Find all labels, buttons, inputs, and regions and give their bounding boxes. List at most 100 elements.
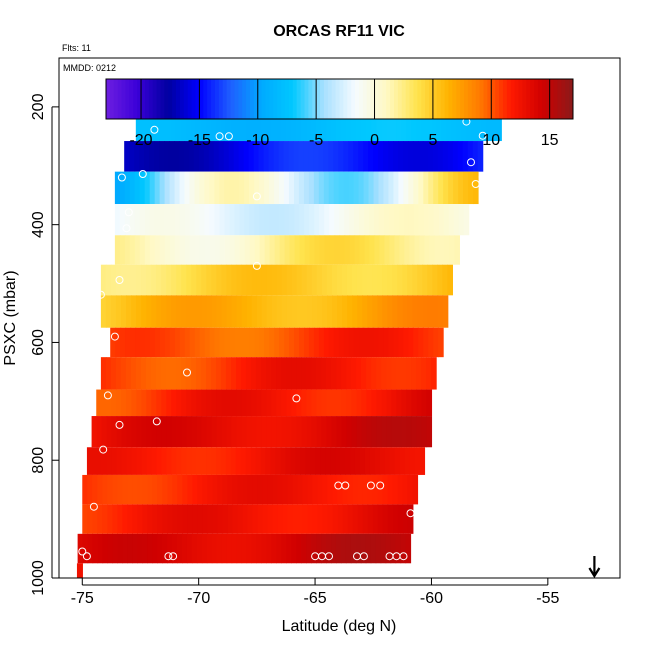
heat-cell: [216, 533, 223, 564]
heat-cell: [151, 264, 157, 296]
heat-cell: [385, 533, 392, 564]
heat-cell: [358, 141, 364, 172]
heat-cell: [96, 389, 102, 417]
heat-cell: [82, 504, 88, 534]
heat-cell: [393, 327, 399, 358]
heat-cell: [291, 357, 297, 390]
heat-cell: [152, 474, 158, 505]
heat-cell: [116, 416, 123, 448]
heat-cell: [284, 171, 290, 205]
heat-cell: [190, 109, 197, 142]
heat-cell: [224, 327, 231, 358]
heat-cell: [120, 357, 127, 390]
colorbar-segment: [133, 79, 138, 119]
heat-cell: [340, 447, 346, 475]
heat-cell: [365, 533, 372, 564]
heat-cell: [215, 447, 222, 475]
heat-cell: [206, 533, 213, 564]
heat-cell: [259, 327, 265, 358]
heat-cell: [426, 416, 433, 448]
heat-cell: [299, 204, 305, 236]
heat-cell: [259, 235, 266, 265]
heat-cell: [209, 171, 215, 205]
heat-cell: [364, 204, 370, 236]
heat-cell: [414, 447, 421, 475]
heat-cell: [276, 109, 282, 142]
heat-cell: [244, 235, 251, 265]
heat-cell: [100, 357, 107, 390]
heat-cell: [211, 295, 218, 328]
heat-cell: [156, 416, 163, 448]
heat-cell: [378, 141, 384, 172]
heat-cell: [130, 327, 136, 358]
heat-cell: [360, 533, 367, 564]
colorbar-segment: [569, 79, 574, 119]
heat-cell: [134, 204, 141, 236]
heat-cell: [110, 357, 117, 390]
heat-cell: [287, 474, 293, 505]
heat-cell: [264, 327, 270, 358]
heat-cell: [131, 264, 137, 296]
heat-cell: [291, 389, 297, 417]
colorbar-segment: [152, 79, 158, 119]
heat-cell: [139, 235, 146, 265]
heat-cell: [419, 235, 426, 265]
heat-cell: [397, 295, 404, 328]
heat-cell: [196, 533, 203, 564]
heat-cell: [325, 447, 331, 475]
heat-cell: [326, 416, 333, 448]
heat-cell: [307, 504, 314, 534]
heat-cell: [162, 533, 168, 564]
heat-cell: [280, 447, 287, 475]
heat-cell: [276, 264, 283, 296]
heat-cell: [416, 357, 422, 390]
colorbar-segment: [479, 79, 484, 119]
heat-cell: [241, 416, 248, 448]
heat-cell: [356, 264, 363, 296]
heat-cell: [228, 141, 235, 172]
heat-cell: [269, 327, 275, 358]
heat-cell: [219, 171, 225, 205]
heat-cell: [449, 235, 455, 265]
heat-cell: [367, 504, 374, 534]
heat-cell: [167, 533, 173, 564]
heat-cell: [322, 504, 329, 534]
heat-cell: [336, 416, 343, 448]
heat-cell: [346, 389, 352, 417]
heat-cell: [432, 141, 439, 172]
heat-cell: [117, 504, 123, 534]
colorbar-segment: [327, 79, 333, 119]
heat-cell: [408, 171, 414, 205]
heat-cell: [159, 141, 165, 172]
heat-cell: [255, 357, 262, 390]
heat-cell: [222, 504, 229, 534]
heat-cell: [211, 533, 218, 564]
heat-cell: [201, 389, 207, 417]
heat-cell: [250, 357, 257, 390]
heat-cell: [336, 264, 343, 296]
heat-cell: [496, 109, 502, 142]
heat-cell: [187, 474, 193, 505]
data-point: [215, 132, 224, 141]
heat-cell: [149, 235, 156, 265]
heat-cell: [187, 504, 194, 534]
heat-cell: [82, 474, 88, 505]
heat-cell: [181, 295, 187, 328]
colorbar-segment: [444, 79, 449, 119]
heat-cell: [271, 389, 277, 417]
heat-cell: [201, 416, 208, 448]
heat-cell: [201, 264, 207, 296]
heat-cell: [353, 171, 360, 205]
heat-cell: [112, 533, 118, 564]
heat-cell: [266, 357, 272, 390]
heat-cell: [288, 141, 295, 172]
heat-cell: [164, 235, 171, 265]
heat-cell: [331, 389, 337, 417]
heat-cell: [160, 109, 167, 142]
heat-cell: [127, 504, 133, 534]
heat-cell: [226, 416, 233, 448]
heat-cell: [165, 109, 172, 142]
colorbar-segment: [288, 79, 294, 119]
heat-cell: [332, 504, 339, 534]
heat-cell: [289, 204, 295, 236]
